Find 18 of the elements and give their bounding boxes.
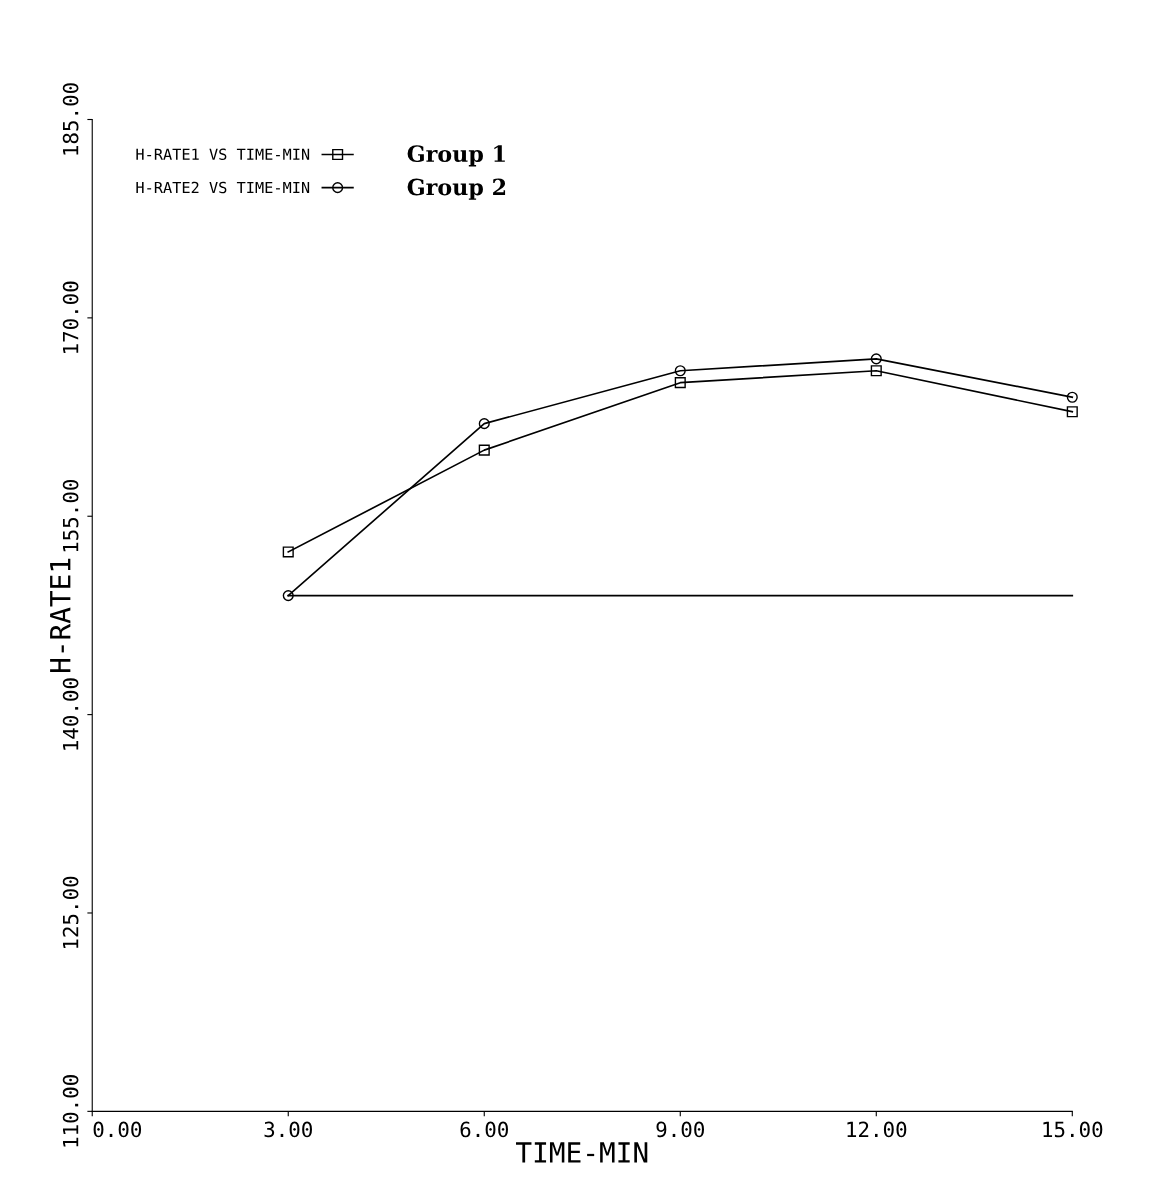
- x-tick-label: 6.00: [460, 1121, 508, 1138]
- y-tick-label: 185.00: [62, 83, 79, 155]
- x-tick-label: 12.00: [847, 1121, 907, 1138]
- y-tick-label: 110.00: [62, 1075, 79, 1147]
- y-tick-label: 155.00: [62, 479, 79, 552]
- annotation: Group 1: [407, 145, 505, 167]
- x-axis-title: TIME-MIN: [516, 1142, 648, 1163]
- legend-label: H-RATE2 VS TIME-MIN: [136, 181, 310, 194]
- y-axis-title: H-RATE1: [50, 558, 71, 673]
- annotation: Group 2: [407, 178, 506, 200]
- y-tick-label: 170.00: [62, 281, 79, 353]
- x-tick-label: 15.00: [1043, 1121, 1103, 1138]
- x-tick-label: 3.00: [264, 1121, 312, 1138]
- x-tick-label: 0.00: [93, 1121, 142, 1138]
- y-tick-label: 125.00: [62, 876, 79, 949]
- legend-label: H-RATE1 VS TIME-MIN: [136, 148, 310, 161]
- y-tick-label: 140.00: [62, 678, 79, 750]
- x-tick-label: 9.00: [656, 1121, 704, 1138]
